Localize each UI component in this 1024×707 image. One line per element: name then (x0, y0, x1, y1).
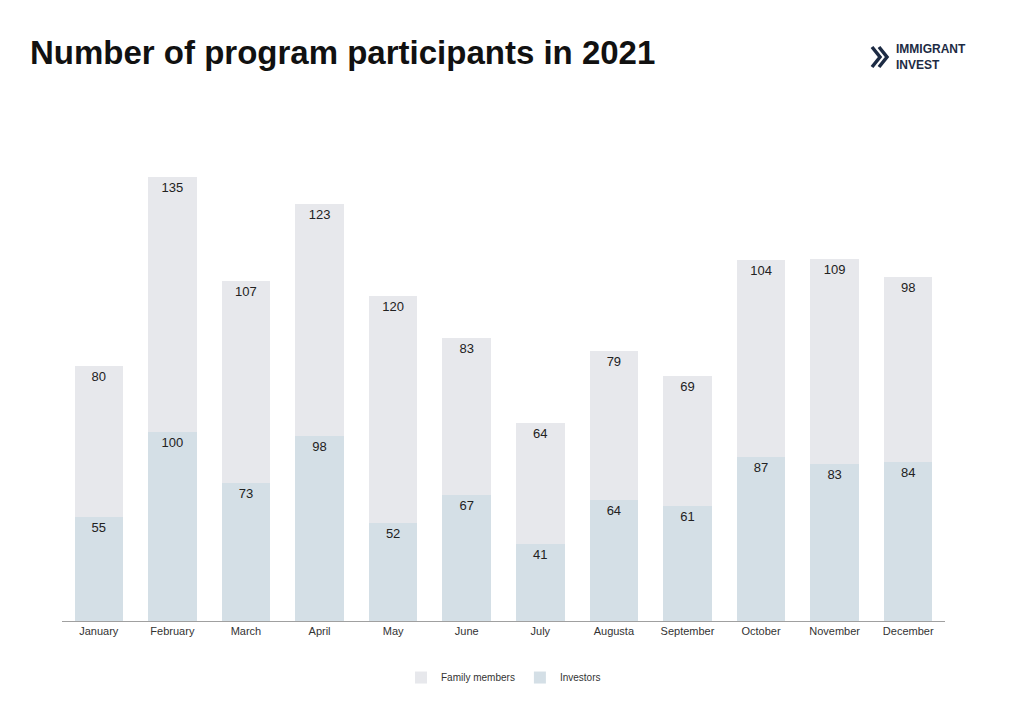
svg-text:December: December (883, 625, 934, 637)
svg-text:41: 41 (533, 547, 547, 562)
svg-text:100: 100 (162, 435, 184, 450)
svg-text:November: November (809, 625, 860, 637)
svg-text:61: 61 (680, 509, 694, 524)
svg-text:98: 98 (901, 280, 915, 295)
svg-text:April: April (309, 625, 331, 637)
svg-text:64: 64 (533, 426, 547, 441)
svg-text:IMMIGRANTINVEST: IMMIGRANTINVEST (896, 42, 966, 72)
svg-text:Number of program participants: Number of program participants in 2021 (30, 34, 655, 71)
svg-text:83: 83 (827, 467, 841, 482)
svg-text:79: 79 (607, 354, 621, 369)
svg-text:98: 98 (312, 439, 326, 454)
svg-text:July: July (531, 625, 551, 637)
svg-text:February: February (150, 625, 195, 637)
svg-text:Augusta: Augusta (594, 625, 635, 637)
svg-text:67: 67 (459, 498, 473, 513)
svg-text:135: 135 (162, 180, 184, 195)
svg-text:52: 52 (386, 526, 400, 541)
svg-text:69: 69 (680, 379, 694, 394)
svg-text:Family members: Family members (441, 672, 515, 683)
svg-text:March: March (231, 625, 262, 637)
svg-text:55: 55 (92, 520, 106, 535)
svg-text:September: September (661, 625, 715, 637)
svg-text:120: 120 (382, 299, 404, 314)
svg-text:87: 87 (754, 460, 768, 475)
svg-text:84: 84 (901, 465, 915, 480)
svg-text:Investors: Investors (560, 672, 601, 683)
svg-text:123: 123 (309, 207, 331, 222)
svg-text:June: June (455, 625, 479, 637)
svg-text:104: 104 (750, 263, 772, 278)
svg-text:83: 83 (459, 341, 473, 356)
svg-text:109: 109 (824, 262, 846, 277)
svg-text:May: May (383, 625, 404, 637)
svg-text:October: October (741, 625, 780, 637)
svg-text:107: 107 (235, 284, 257, 299)
svg-text:73: 73 (239, 486, 253, 501)
svg-text:January: January (79, 625, 119, 637)
svg-text:64: 64 (607, 503, 621, 518)
svg-text:80: 80 (92, 369, 106, 384)
